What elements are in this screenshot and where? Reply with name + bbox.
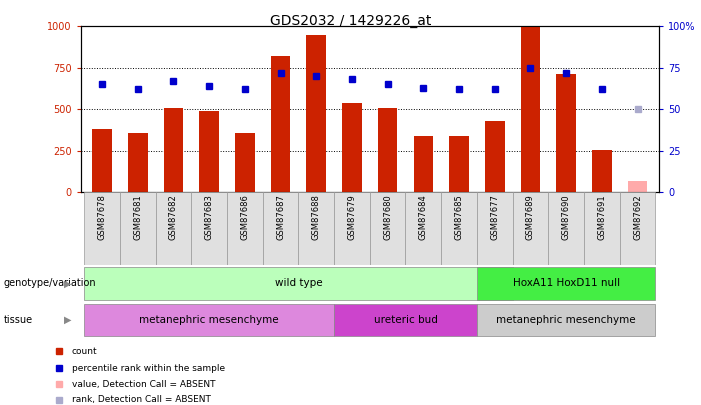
Bar (120, 192, 156, 265)
Bar (620, 192, 655, 265)
Text: HoxA11 HoxD11 null: HoxA11 HoxD11 null (512, 279, 620, 288)
Bar (414, 136, 433, 192)
Bar (449, 136, 469, 192)
Bar (163, 108, 183, 192)
Text: GSM87682: GSM87682 (169, 194, 178, 240)
Text: GDS2032 / 1429226_at: GDS2032 / 1429226_at (270, 14, 431, 28)
Text: percentile rank within the sample: percentile rank within the sample (72, 364, 224, 373)
Bar (512, 192, 548, 265)
Bar (299, 192, 334, 265)
Bar (191, 192, 227, 265)
Bar (477, 304, 655, 336)
Text: GSM87688: GSM87688 (312, 194, 321, 241)
Text: GSM87681: GSM87681 (133, 194, 142, 240)
Text: count: count (72, 347, 97, 356)
Text: GSM87684: GSM87684 (418, 194, 428, 240)
Text: ureteric bud: ureteric bud (374, 315, 437, 325)
Text: GSM87690: GSM87690 (562, 194, 571, 240)
Bar (271, 56, 290, 192)
Text: GSM87687: GSM87687 (276, 194, 285, 241)
Bar (306, 35, 326, 192)
Text: GSM87689: GSM87689 (526, 194, 535, 240)
Bar (485, 121, 505, 192)
Bar (334, 304, 477, 336)
Bar (477, 192, 512, 265)
Text: wild type: wild type (275, 279, 322, 288)
Bar (548, 192, 584, 265)
Bar (592, 150, 612, 192)
Bar (128, 133, 147, 192)
Text: GSM87691: GSM87691 (597, 194, 606, 240)
Text: tissue: tissue (4, 315, 33, 325)
Text: GSM87692: GSM87692 (633, 194, 642, 240)
Bar (93, 129, 112, 192)
Bar (557, 75, 576, 192)
Text: GSM87679: GSM87679 (348, 194, 356, 240)
Text: metanephric mesenchyme: metanephric mesenchyme (139, 315, 279, 325)
Text: GSM87685: GSM87685 (454, 194, 463, 240)
Bar (370, 192, 405, 265)
Bar (627, 181, 647, 192)
Text: GSM87680: GSM87680 (383, 194, 392, 240)
Bar (584, 192, 620, 265)
Text: ▶: ▶ (64, 315, 72, 325)
Bar (199, 111, 219, 192)
Bar (405, 192, 441, 265)
Bar (235, 132, 254, 192)
Bar (156, 192, 191, 265)
Bar (263, 192, 299, 265)
Text: GSM87686: GSM87686 (240, 194, 250, 241)
Bar (521, 26, 540, 192)
Bar (477, 267, 655, 300)
Text: GSM87678: GSM87678 (97, 194, 107, 241)
Bar (84, 192, 120, 265)
Text: value, Detection Call = ABSENT: value, Detection Call = ABSENT (72, 379, 215, 389)
Text: metanephric mesenchyme: metanephric mesenchyme (496, 315, 636, 325)
Bar (342, 103, 362, 192)
Bar (441, 192, 477, 265)
Text: genotype/variation: genotype/variation (4, 279, 96, 288)
Text: GSM87683: GSM87683 (205, 194, 214, 241)
Bar (334, 192, 370, 265)
Bar (84, 304, 334, 336)
Bar (378, 108, 397, 192)
Text: rank, Detection Call = ABSENT: rank, Detection Call = ABSENT (72, 395, 210, 404)
Text: GSM87677: GSM87677 (490, 194, 499, 241)
Bar (227, 192, 263, 265)
Text: ▶: ▶ (64, 279, 72, 288)
Bar (84, 267, 512, 300)
